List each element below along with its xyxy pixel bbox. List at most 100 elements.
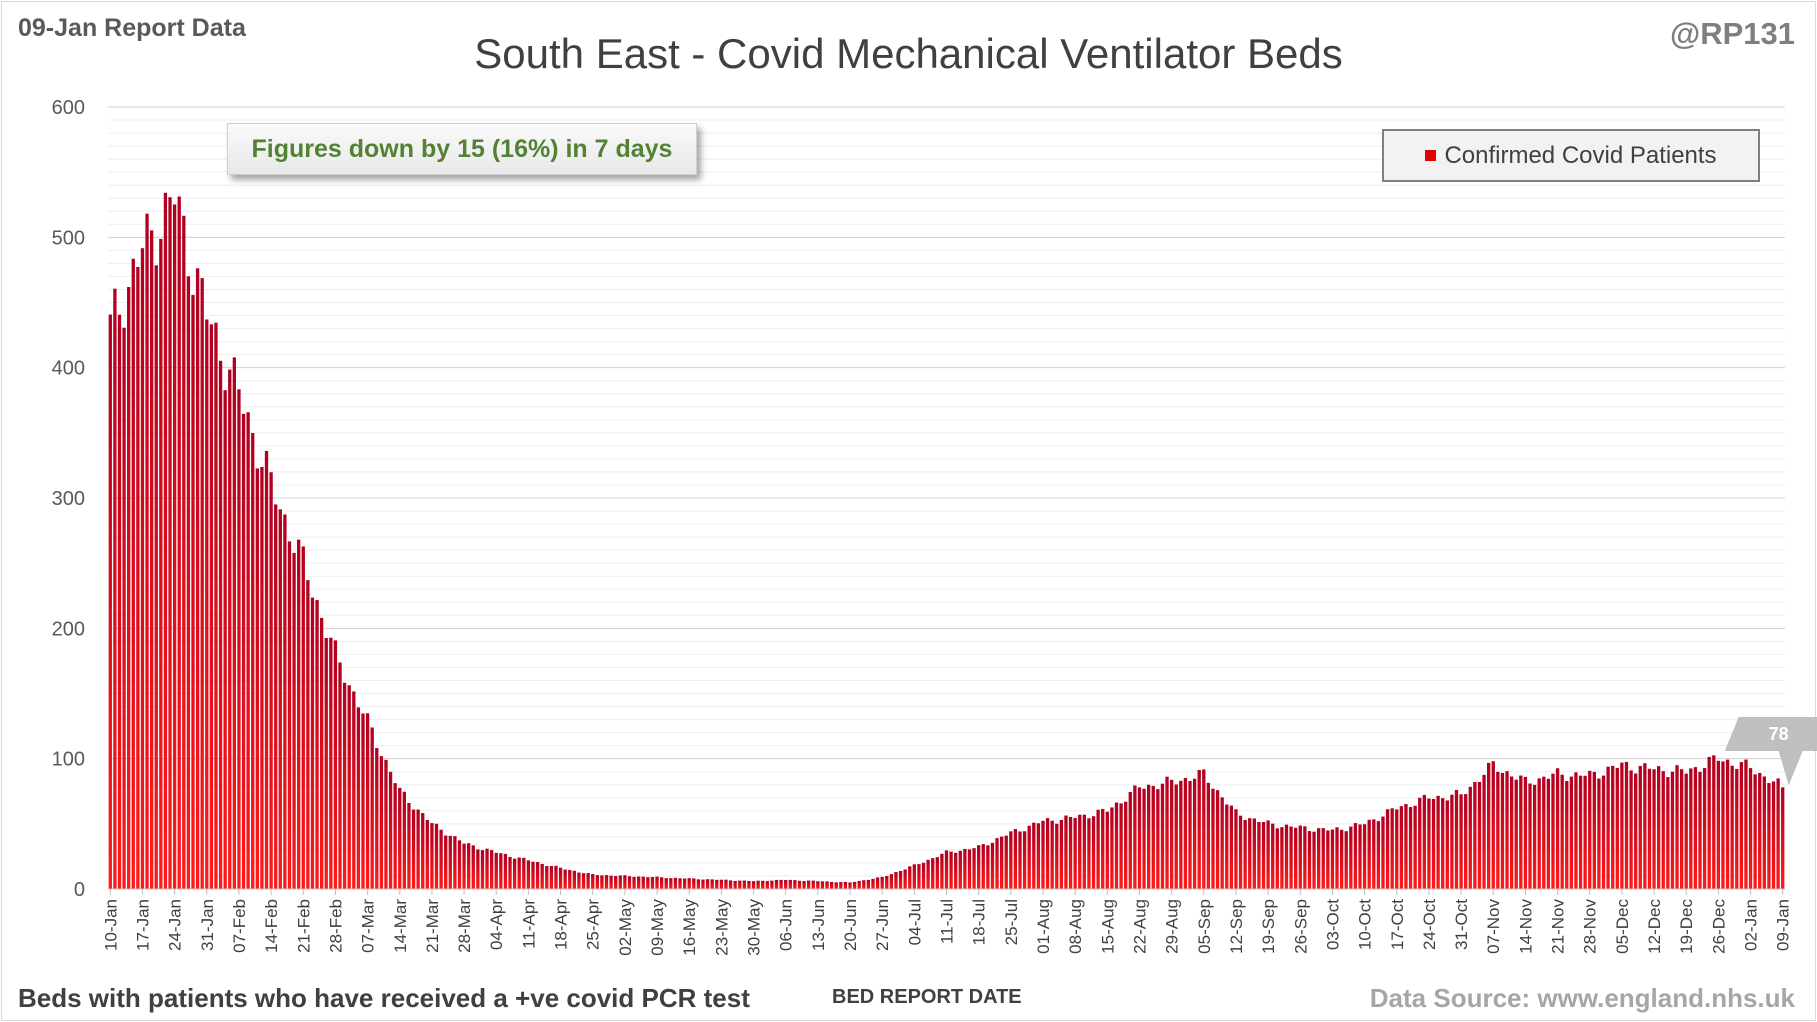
bar xyxy=(834,882,838,889)
bar xyxy=(1055,823,1059,889)
bar xyxy=(163,192,168,889)
bar xyxy=(237,389,241,889)
bar xyxy=(1647,768,1652,889)
bar xyxy=(476,849,480,889)
bar xyxy=(609,875,613,889)
x-tick-label: 02-May xyxy=(616,899,635,956)
bar xyxy=(558,867,563,889)
bar xyxy=(154,265,158,890)
bar xyxy=(751,881,756,889)
bar xyxy=(264,450,269,889)
bar xyxy=(361,713,365,889)
bar xyxy=(1339,829,1344,889)
bar xyxy=(1431,798,1436,889)
bar xyxy=(1652,769,1656,889)
bar xyxy=(756,880,760,889)
bar xyxy=(1252,818,1256,889)
bar xyxy=(1565,781,1569,889)
bar xyxy=(232,357,237,890)
bar xyxy=(705,879,710,889)
bar xyxy=(1776,778,1780,889)
bar xyxy=(398,787,402,889)
bar xyxy=(1367,819,1371,889)
bar xyxy=(1160,783,1165,889)
bar xyxy=(1234,809,1238,889)
bar xyxy=(251,433,255,889)
bar xyxy=(889,874,894,889)
bar xyxy=(434,823,439,889)
bar xyxy=(949,851,953,889)
bar xyxy=(218,360,223,890)
bar xyxy=(1427,798,1431,889)
bar xyxy=(1169,779,1174,889)
bar xyxy=(457,840,462,889)
bar xyxy=(489,850,494,889)
bar xyxy=(1215,790,1220,889)
bar xyxy=(1036,823,1041,889)
bar xyxy=(577,872,581,889)
bar xyxy=(793,880,797,889)
x-tick-label: 12-Dec xyxy=(1645,899,1664,954)
bar xyxy=(1422,794,1426,889)
bar xyxy=(1174,784,1178,889)
x-tick-label: 18-Jul xyxy=(970,899,989,945)
bar xyxy=(1330,829,1335,889)
bar xyxy=(471,845,475,889)
bar xyxy=(1482,774,1486,889)
bar xyxy=(977,845,981,889)
bar xyxy=(1689,768,1693,889)
bar xyxy=(728,880,733,889)
bar xyxy=(375,748,379,889)
bar xyxy=(1643,763,1647,889)
bar xyxy=(1349,826,1353,889)
bar xyxy=(999,836,1004,889)
bar xyxy=(788,879,792,889)
bar xyxy=(1041,820,1045,889)
bar xyxy=(963,848,967,889)
bar xyxy=(246,412,250,889)
x-tick-label: 25-Jul xyxy=(1002,899,1021,945)
bar xyxy=(1679,769,1684,889)
bar xyxy=(1294,827,1298,889)
bar xyxy=(1243,819,1247,889)
bar xyxy=(1473,781,1477,889)
bar xyxy=(1496,771,1500,889)
bar xyxy=(379,756,384,889)
bar xyxy=(1486,762,1491,889)
bar xyxy=(421,813,425,889)
x-tick-label: 14-Feb xyxy=(262,899,281,953)
bar xyxy=(627,876,632,889)
chart-legend: Confirmed Covid Patients xyxy=(1382,129,1760,182)
bar xyxy=(439,829,443,889)
bar xyxy=(255,468,259,889)
bar xyxy=(1271,823,1275,889)
bar xyxy=(903,869,907,889)
bar xyxy=(1004,835,1008,889)
x-tick-label: 26-Dec xyxy=(1709,899,1728,954)
bar xyxy=(1385,809,1390,889)
bar xyxy=(1767,783,1771,889)
bar xyxy=(1454,790,1459,889)
x-tick-label: 18-Apr xyxy=(552,899,571,950)
bar xyxy=(425,820,429,889)
bar xyxy=(972,848,976,889)
x-tick-label: 17-Oct xyxy=(1388,899,1407,950)
bar xyxy=(1188,781,1192,889)
x-tick-label: 12-Sep xyxy=(1227,899,1246,954)
bar xyxy=(1335,827,1339,889)
x-tick-label: 14-Nov xyxy=(1516,899,1535,954)
bar xyxy=(1045,818,1050,889)
bar xyxy=(1096,809,1100,889)
x-tick-label: 25-Apr xyxy=(584,899,603,950)
x-tick-label: 30-May xyxy=(745,899,764,956)
bar xyxy=(1436,795,1440,889)
bar xyxy=(807,880,811,889)
bar xyxy=(499,853,503,889)
y-tick-label: 200 xyxy=(52,618,85,640)
bar xyxy=(1381,816,1385,889)
bar xyxy=(944,850,949,889)
bar xyxy=(852,881,857,889)
bar xyxy=(1317,828,1321,889)
bar xyxy=(1114,802,1119,889)
